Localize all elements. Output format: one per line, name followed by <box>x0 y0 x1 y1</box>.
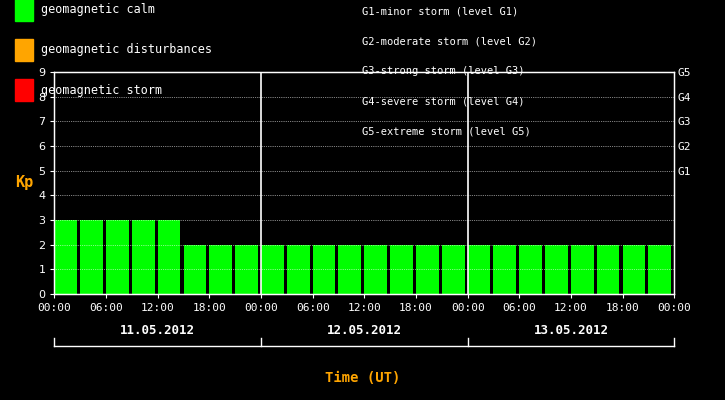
Bar <box>157 220 181 294</box>
Bar <box>54 220 77 294</box>
Text: Time (UT): Time (UT) <box>325 371 400 385</box>
Bar <box>442 245 465 294</box>
Text: 13.05.2012: 13.05.2012 <box>534 324 608 336</box>
Bar <box>210 245 232 294</box>
Bar <box>468 245 490 294</box>
Bar <box>235 245 258 294</box>
Bar <box>390 245 413 294</box>
Text: 12.05.2012: 12.05.2012 <box>327 324 402 336</box>
Text: G4-severe storm (level G4): G4-severe storm (level G4) <box>362 96 525 106</box>
Bar <box>287 245 310 294</box>
Text: 11.05.2012: 11.05.2012 <box>120 324 195 336</box>
Text: G5-extreme storm (level G5): G5-extreme storm (level G5) <box>362 126 531 136</box>
Bar <box>623 245 645 294</box>
Bar <box>519 245 542 294</box>
Bar <box>80 220 103 294</box>
Bar <box>339 245 361 294</box>
Bar <box>416 245 439 294</box>
Text: geomagnetic calm: geomagnetic calm <box>41 4 155 16</box>
Text: G1-minor storm (level G1): G1-minor storm (level G1) <box>362 6 519 16</box>
Text: G2-moderate storm (level G2): G2-moderate storm (level G2) <box>362 36 537 46</box>
Text: geomagnetic disturbances: geomagnetic disturbances <box>41 44 212 56</box>
Y-axis label: Kp: Kp <box>15 176 33 190</box>
Bar <box>132 220 154 294</box>
Bar <box>597 245 619 294</box>
Bar <box>364 245 387 294</box>
Bar <box>545 245 568 294</box>
Text: G3-strong storm (level G3): G3-strong storm (level G3) <box>362 66 525 76</box>
Bar <box>494 245 516 294</box>
Bar <box>312 245 336 294</box>
Bar <box>648 245 671 294</box>
Bar <box>106 220 129 294</box>
Text: geomagnetic storm: geomagnetic storm <box>41 84 162 96</box>
Bar <box>261 245 283 294</box>
Bar <box>183 245 206 294</box>
Bar <box>571 245 594 294</box>
